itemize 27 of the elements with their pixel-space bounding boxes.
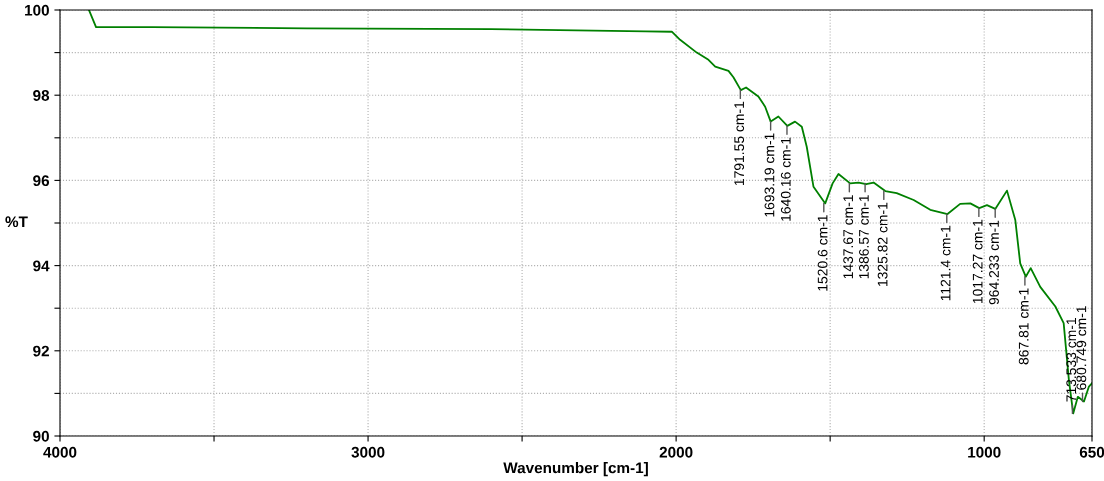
- annotation: 867.81 cm-1: [1018, 288, 1029, 365]
- annotation: 1791.55 cm-1: [734, 101, 745, 186]
- annotation: 1693.19 cm-1: [764, 133, 775, 217]
- y-tick-label: 92: [33, 345, 49, 357]
- annotation: 680.749 cm-1: [1076, 306, 1087, 390]
- annotation: 1121.4 cm-1: [940, 225, 951, 301]
- annotation: 1520.6 cm-1: [817, 215, 828, 291]
- x-tick-label: 3000: [351, 446, 385, 458]
- annotation: 1437.67 cm-1: [843, 195, 854, 279]
- line-series: [88, 10, 1092, 415]
- y-tick-label: 98: [33, 90, 50, 101]
- x-tick-label: 650: [1079, 446, 1104, 458]
- annotation: 964.233 cm-1: [989, 220, 999, 305]
- x-tick-label: 1000: [968, 446, 1001, 458]
- x-tick-label: 4000: [43, 446, 77, 458]
- annotation: 1386.57 cm-1: [858, 195, 869, 279]
- y-axis-title: %T: [5, 216, 28, 228]
- y-tick-label: 100: [25, 4, 49, 16]
- y-tick-label: 96: [33, 175, 50, 187]
- x-tick-label: 2000: [659, 446, 693, 458]
- annotation: 1325.82 cm-1: [877, 202, 888, 287]
- annotation: 1640.16 cm-1: [780, 137, 791, 221]
- annotation: 713.533 cm-1: [1066, 318, 1077, 402]
- annotation: 1017.27 cm-1: [972, 219, 983, 304]
- y-tick-label: 94: [33, 260, 50, 272]
- x-axis-title: Wavenumber [cm-1]: [503, 462, 648, 477]
- y-tick-label: 90: [33, 430, 49, 442]
